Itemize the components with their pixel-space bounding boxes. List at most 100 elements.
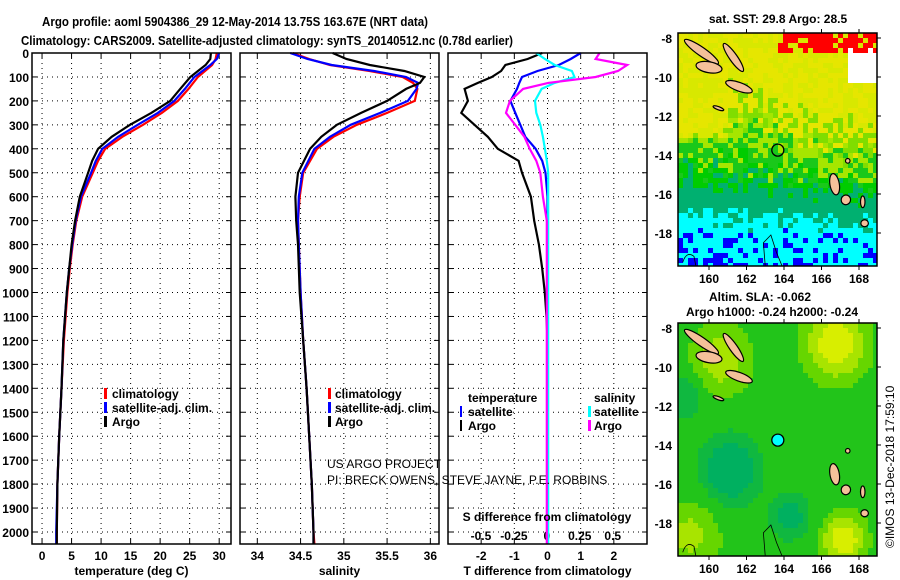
map-cell [848, 363, 853, 368]
map-cell [798, 478, 803, 483]
map-cell [693, 193, 698, 198]
map-cell [738, 403, 743, 408]
map-cell [803, 473, 808, 478]
map-cell [768, 243, 773, 248]
map-cell [678, 218, 683, 223]
map-cell [683, 413, 688, 418]
map-cell [823, 228, 828, 233]
map-cell [783, 48, 788, 53]
map-cell [683, 123, 688, 128]
map-cell [838, 178, 843, 183]
map-cell [833, 533, 838, 538]
map-cell [863, 103, 868, 108]
map-cell [848, 88, 853, 93]
map-cell [713, 368, 718, 373]
map-cell [828, 163, 833, 168]
map-cell [828, 458, 833, 463]
map-cell [718, 518, 723, 523]
map-cell [748, 48, 753, 53]
map-cell [703, 368, 708, 373]
x-tick-label: -1 [509, 549, 520, 563]
map-cell [843, 78, 848, 83]
map-cell [778, 353, 783, 358]
map-cell [743, 213, 748, 218]
map-cell [813, 58, 818, 63]
map-cell [828, 133, 833, 138]
map-cell [873, 88, 877, 93]
map-cell [798, 448, 803, 453]
map-cell [838, 203, 843, 208]
map-cell [748, 243, 753, 248]
map-cell [863, 398, 868, 403]
map-cell [773, 448, 778, 453]
map-cell [748, 253, 753, 258]
map-cell [783, 228, 788, 233]
map-cell [718, 433, 723, 438]
map-cell [748, 198, 753, 203]
map-cell [858, 83, 863, 88]
map-cell [753, 453, 758, 458]
map-cell [723, 248, 728, 253]
map-cell [833, 338, 838, 343]
map-cell [853, 258, 858, 263]
map-cell [738, 153, 743, 158]
map-cell [773, 43, 778, 48]
map-cell [683, 533, 688, 538]
map-cell [798, 358, 803, 363]
map-cell [683, 473, 688, 478]
map-cell [818, 253, 823, 258]
map-cell [718, 83, 723, 88]
map-cell [818, 383, 823, 388]
map-cell [713, 433, 718, 438]
map-cell [703, 373, 708, 378]
map-cell [868, 33, 873, 38]
map-cell [838, 423, 843, 428]
map-cell [793, 543, 798, 548]
x-axis-label: T difference from climatology [463, 564, 631, 578]
map-cell [818, 428, 823, 433]
map-cell [863, 238, 868, 243]
map-cell [803, 403, 808, 408]
map-cell [798, 553, 803, 556]
map-cell [788, 133, 793, 138]
map-cell [723, 118, 728, 123]
map-cell [728, 138, 733, 143]
map-cell [833, 83, 838, 88]
map-cell [748, 238, 753, 243]
map-cell [758, 43, 763, 48]
map-cell [768, 448, 773, 453]
map-cell [838, 368, 843, 373]
map-cell [723, 53, 728, 58]
map-cell [773, 408, 778, 413]
map-cell [753, 398, 758, 403]
map-cell [758, 183, 763, 188]
map-cell [763, 78, 768, 83]
depth-tick-label: 1700 [2, 454, 29, 468]
map-cell [848, 78, 853, 83]
map-cell [793, 388, 798, 393]
map-cell [753, 443, 758, 448]
map-cell [713, 408, 718, 413]
map-cell [728, 388, 733, 393]
map-cell [808, 358, 813, 363]
map-cell [873, 163, 877, 168]
map-cell [688, 378, 693, 383]
map-cell [728, 238, 733, 243]
map-cell [748, 218, 753, 223]
map-cell [803, 393, 808, 398]
map-cell [803, 363, 808, 368]
map-cell [738, 108, 743, 113]
map-cell [688, 438, 693, 443]
map-cell [708, 468, 713, 473]
map-cell [678, 508, 683, 513]
map-cell [768, 263, 773, 266]
map-cell [798, 428, 803, 433]
map-cell [763, 218, 768, 223]
map-cell [863, 188, 868, 193]
map-cell [858, 333, 863, 338]
map-cell [818, 323, 823, 328]
map-cell [743, 63, 748, 68]
map-cell [678, 48, 683, 53]
map-cell [848, 133, 853, 138]
map-cell [708, 523, 713, 528]
